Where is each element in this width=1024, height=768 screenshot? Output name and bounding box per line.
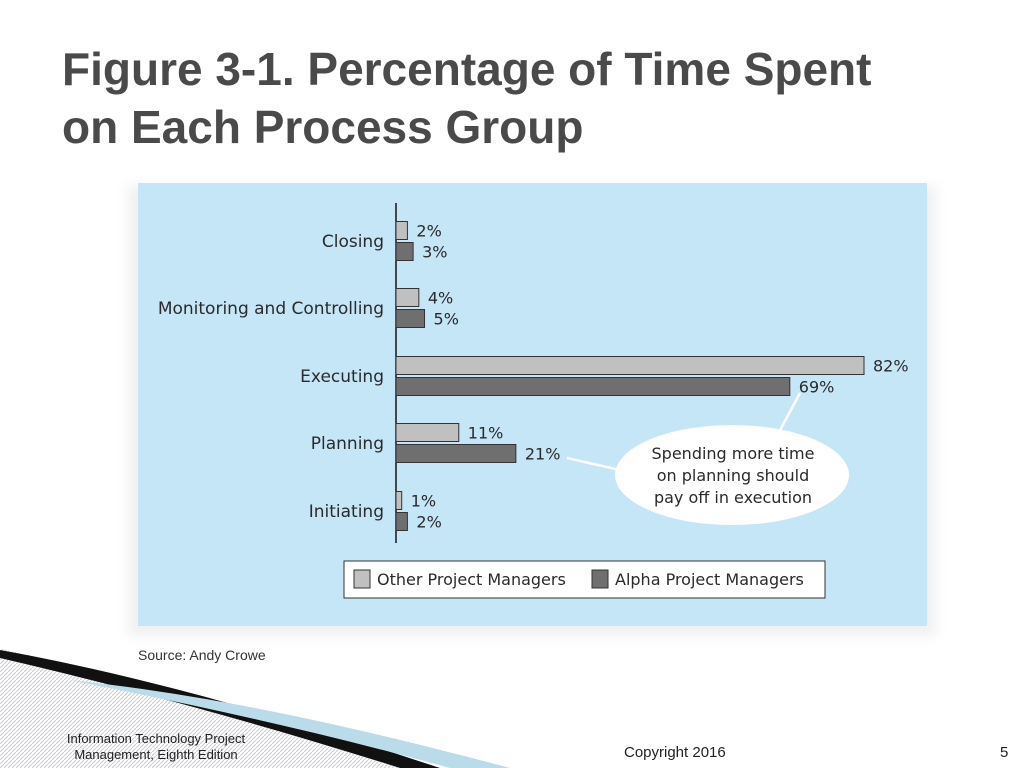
legend-swatch-alpha — [591, 569, 609, 589]
data-label-other-2: 82% — [873, 357, 909, 376]
annotation-line: Spending more time — [652, 444, 815, 463]
footer-book-title: Information Technology Project Managemen… — [58, 731, 254, 763]
figure-source: Source: Andy Crowe — [138, 647, 266, 663]
annotation-line: on planning should — [657, 466, 810, 485]
page-number: 5 — [1000, 744, 1009, 761]
data-label-alpha-3: 21% — [525, 445, 561, 464]
data-label-alpha-4: 2% — [416, 513, 441, 532]
bar-other-2 — [395, 356, 865, 375]
decorative-swoosh — [0, 648, 510, 768]
category-label: Monitoring and Controlling — [158, 299, 384, 319]
bar-other-0 — [395, 221, 408, 240]
callout-pointer-planning — [566, 456, 621, 472]
legend-label-alpha: Alpha Project Managers — [615, 570, 804, 589]
category-label: Planning — [311, 434, 384, 454]
data-label-other-4: 1% — [411, 492, 436, 511]
bar-alpha-0 — [395, 242, 414, 261]
bar-other-1 — [395, 288, 420, 307]
data-label-other-1: 4% — [428, 289, 453, 308]
bar-other-3 — [395, 423, 460, 442]
callout-pointer-executing — [776, 392, 802, 435]
category-label: Closing — [322, 232, 384, 252]
bar-alpha-4 — [395, 512, 408, 531]
annotation-bubble — [615, 425, 849, 525]
footer-book-title-line-2: Management, Eighth Edition — [74, 747, 238, 762]
annotation-line: pay off in execution — [654, 488, 812, 507]
footer-copyright: Copyright 2016 — [624, 744, 726, 761]
bar-alpha-3 — [395, 444, 517, 463]
legend-label-other: Other Project Managers — [377, 570, 566, 589]
chart-panel — [138, 183, 927, 626]
title-line-2: on Each Process Group — [62, 101, 584, 153]
data-label-other-3: 11% — [468, 424, 504, 443]
bar-other-4 — [395, 491, 403, 510]
data-label-other-0: 2% — [416, 222, 441, 241]
slide-title: Figure 3-1. Percentage of Time Spent on … — [62, 40, 982, 156]
legend-swatch-other — [353, 569, 371, 589]
data-label-alpha-1: 5% — [434, 310, 459, 329]
footer-book-title-line-1: Information Technology Project — [66, 731, 246, 746]
category-label: Initiating — [309, 502, 384, 522]
data-label-alpha-2: 69% — [799, 378, 835, 397]
category-label: Executing — [300, 367, 384, 387]
data-label-alpha-0: 3% — [422, 243, 447, 262]
bar-alpha-2 — [395, 377, 791, 396]
title-line-1: Figure 3-1. Percentage of Time Spent — [62, 43, 872, 95]
bar-alpha-1 — [395, 309, 426, 328]
legend-box — [343, 560, 826, 599]
